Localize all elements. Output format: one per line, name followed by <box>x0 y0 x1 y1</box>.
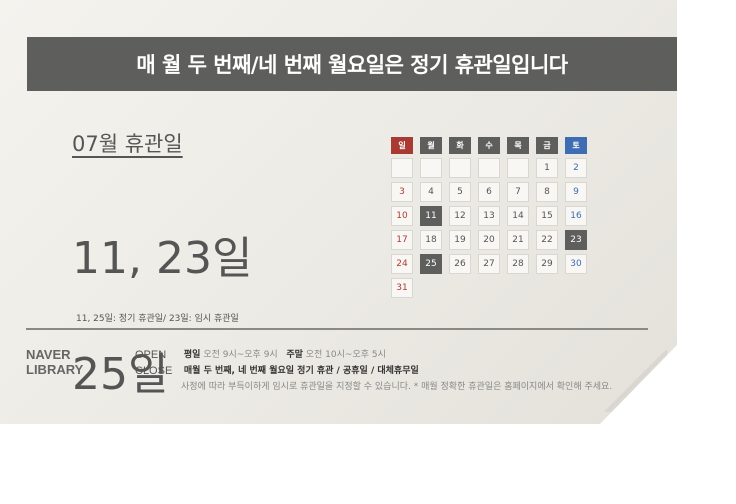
calendar-day: 4 <box>420 182 442 202</box>
calendar-weekday-header: 월 <box>420 137 442 154</box>
calendar-day: 13 <box>478 206 500 226</box>
calendar-day: 2 <box>565 158 587 178</box>
close-note-row: 사정에 따라 부득이하게 임시로 휴관일을 지정할 수 있습니다. * 매월 정… <box>181 379 612 392</box>
calendar-day: 15 <box>536 206 558 226</box>
weekend-hours: 오전 10시~오후 5시 <box>305 350 386 360</box>
weekday-label: 평일 <box>183 350 201 360</box>
month-title: 07월 휴관일 <box>72 132 183 156</box>
notice-banner: 매 월 두 번째/네 번째 월요일은 정기 휴관일입니다 <box>27 37 677 91</box>
calendar-empty-cell <box>391 158 413 178</box>
weekday-hours: 오전 9시~오후 9시 <box>203 350 278 360</box>
close-row: CLOSE 매월 두 번째, 네 번째 월요일 정기 휴관 / 공휴일 / 대체… <box>135 363 419 377</box>
calendar-day: 26 <box>449 254 471 274</box>
calendar-empty-cell <box>420 158 442 178</box>
library-logo-line-1: NAVER <box>26 347 71 362</box>
calendar-day: 6 <box>478 182 500 202</box>
page-curl <box>600 345 677 424</box>
calendar-grid: 일 월 화 수 목 금 토 1 2 3 4 5 6 7 8 9 10 11 12 13 14 15 16 17 18 19 20 21… <box>391 137 587 298</box>
calendar-day: 24 <box>391 254 413 274</box>
calendar-day: 30 <box>565 254 587 274</box>
calendar-day: 19 <box>449 230 471 250</box>
calendar-weekday-header: 금 <box>536 137 558 154</box>
holiday-footnote: 11, 25일: 정기 휴관일/ 23일: 임시 휴관일 <box>76 314 239 324</box>
close-text: 매월 두 번째, 네 번째 월요일 정기 휴관 / 공휴일 / 대체휴무일 <box>183 366 419 376</box>
calendar-weekday-header: 목 <box>507 137 529 154</box>
calendar-weekday-header: 일 <box>391 137 413 154</box>
open-hours-row: OPEN 평일 오전 9시~오후 9시 주말 오전 10시~오후 5시 <box>135 347 386 361</box>
calendar-day: 27 <box>478 254 500 274</box>
calendar-day: 9 <box>565 182 587 202</box>
close-label: CLOSE <box>135 364 173 377</box>
calendar-empty-cell <box>507 158 529 178</box>
calendar-day: 7 <box>507 182 529 202</box>
calendar-day: 21 <box>507 230 529 250</box>
calendar-day: 14 <box>507 206 529 226</box>
calendar-empty-cell <box>449 158 471 178</box>
holiday-notice: 매 월 두 번째/네 번째 월요일은 정기 휴관일입니다 07월 휴관일 11,… <box>0 0 677 424</box>
holiday-dates-line-1: 11, 23일 <box>72 233 253 284</box>
calendar-day: 5 <box>449 182 471 202</box>
calendar-day: 18 <box>420 230 442 250</box>
calendar-day: 23 <box>565 230 587 250</box>
calendar-day: 29 <box>536 254 558 274</box>
calendar-day: 1 <box>536 158 558 178</box>
calendar-empty-cell <box>478 158 500 178</box>
calendar-day: 22 <box>536 230 558 250</box>
calendar-day: 28 <box>507 254 529 274</box>
calendar-day: 3 <box>391 182 413 202</box>
calendar-day: 31 <box>391 278 413 298</box>
calendar-day: 16 <box>565 206 587 226</box>
holiday-dates-line-2: 25일 <box>72 349 169 400</box>
calendar-day: 25 <box>420 254 442 274</box>
calendar-day: 17 <box>391 230 413 250</box>
calendar-day: 10 <box>391 206 413 226</box>
library-logo: NAVER LIBRARY <box>26 347 83 377</box>
holiday-dates: 11, 23일 25일 <box>72 172 252 424</box>
calendar-day: 8 <box>536 182 558 202</box>
library-logo-line-2: LIBRARY <box>26 362 84 377</box>
calendar-weekday-header: 화 <box>449 137 471 154</box>
calendar-weekday-header: 토 <box>565 137 587 154</box>
divider <box>26 328 648 330</box>
calendar-day: 12 <box>449 206 471 226</box>
open-label: OPEN <box>135 348 167 361</box>
close-note: 사정에 따라 부득이하게 임시로 휴관일을 지정할 수 있습니다. * 매월 정… <box>181 382 613 392</box>
calendar-day: 20 <box>478 230 500 250</box>
calendar-day: 11 <box>420 206 442 226</box>
weekend-label: 주말 <box>286 350 303 360</box>
calendar-weekday-header: 수 <box>478 137 500 154</box>
